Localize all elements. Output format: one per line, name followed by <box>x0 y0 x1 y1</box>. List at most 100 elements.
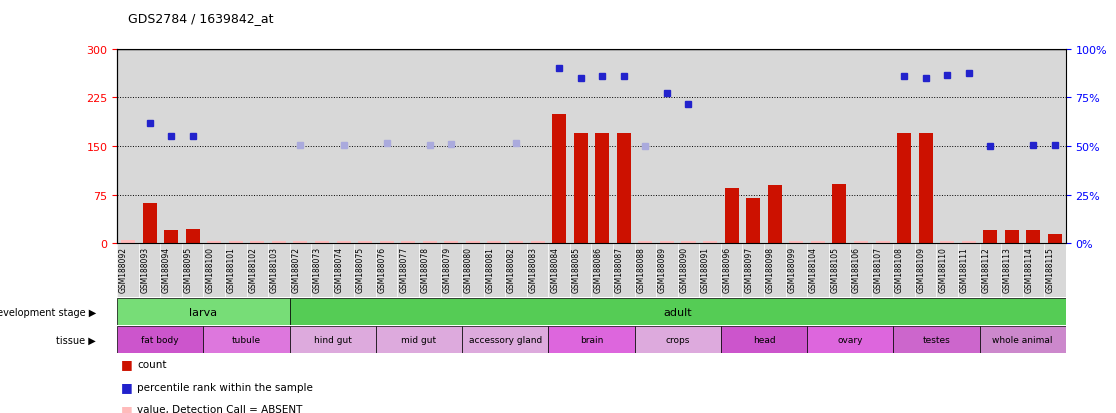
Bar <box>617 134 631 244</box>
Text: ■: ■ <box>121 357 133 370</box>
Bar <box>876 241 889 244</box>
Text: ovary: ovary <box>837 336 863 344</box>
Bar <box>376 327 462 354</box>
Bar <box>854 241 868 244</box>
Bar <box>379 241 394 244</box>
Bar <box>444 241 459 244</box>
Text: larva: larva <box>190 307 218 317</box>
Text: tubule: tubule <box>232 336 261 344</box>
Text: brain: brain <box>580 336 603 344</box>
Text: GSM188114: GSM188114 <box>1024 246 1033 292</box>
Text: adult: adult <box>663 307 692 317</box>
Bar <box>1048 235 1062 244</box>
Text: GSM188082: GSM188082 <box>507 246 516 292</box>
Bar <box>229 241 243 244</box>
Text: GSM188090: GSM188090 <box>680 246 689 292</box>
Text: GSM188084: GSM188084 <box>550 246 559 292</box>
Text: accessory gland: accessory gland <box>469 336 542 344</box>
Bar <box>807 327 893 354</box>
Text: tissue ▶: tissue ▶ <box>56 335 96 345</box>
Bar <box>635 327 721 354</box>
Text: crops: crops <box>665 336 690 344</box>
Text: GSM188094: GSM188094 <box>162 246 171 292</box>
Text: GSM188072: GSM188072 <box>291 246 300 292</box>
Text: GSM188099: GSM188099 <box>787 246 797 292</box>
Text: GSM188112: GSM188112 <box>981 246 990 292</box>
Text: GSM188097: GSM188097 <box>744 246 753 292</box>
Text: GSM188096: GSM188096 <box>723 246 732 292</box>
Text: GSM188074: GSM188074 <box>335 246 344 292</box>
Bar <box>682 241 695 244</box>
Text: head: head <box>752 336 776 344</box>
Text: mid gut: mid gut <box>402 336 436 344</box>
Text: GSM188087: GSM188087 <box>615 246 624 292</box>
Text: GSM188091: GSM188091 <box>701 246 710 292</box>
Text: count: count <box>137 359 166 369</box>
Text: GSM188095: GSM188095 <box>184 246 193 292</box>
Bar <box>117 299 290 325</box>
Text: GSM188075: GSM188075 <box>356 246 365 292</box>
Bar <box>315 241 329 244</box>
Bar <box>721 327 807 354</box>
Text: GSM188113: GSM188113 <box>1003 246 1012 292</box>
Text: GSM188100: GSM188100 <box>205 246 214 292</box>
Text: ■: ■ <box>121 380 133 393</box>
Text: GSM188108: GSM188108 <box>895 246 904 292</box>
Bar <box>918 134 933 244</box>
Bar <box>272 241 286 244</box>
Bar <box>980 327 1066 354</box>
Bar <box>962 241 975 244</box>
Bar <box>574 134 588 244</box>
Text: GSM188098: GSM188098 <box>766 246 775 292</box>
Text: GSM188107: GSM188107 <box>874 246 883 292</box>
Text: GSM188111: GSM188111 <box>960 246 969 292</box>
Bar <box>789 241 804 244</box>
Bar <box>893 327 980 354</box>
Text: hind gut: hind gut <box>314 336 352 344</box>
Text: GSM188080: GSM188080 <box>464 246 473 292</box>
Bar <box>185 230 200 244</box>
Bar <box>703 241 718 244</box>
Bar <box>423 241 436 244</box>
Text: GSM188078: GSM188078 <box>421 246 430 292</box>
Text: GSM188115: GSM188115 <box>1046 246 1055 292</box>
Text: whole animal: whole animal <box>992 336 1052 344</box>
Bar <box>164 231 179 244</box>
Bar <box>143 204 156 244</box>
Bar <box>117 327 203 354</box>
Bar <box>203 327 290 354</box>
Text: GSM188085: GSM188085 <box>571 246 580 292</box>
Bar <box>983 231 998 244</box>
Bar <box>402 241 415 244</box>
Bar <box>509 241 523 244</box>
Bar <box>940 241 954 244</box>
Text: percentile rank within the sample: percentile rank within the sample <box>137 382 314 392</box>
Bar <box>465 241 480 244</box>
Bar <box>294 241 307 244</box>
Bar <box>250 241 264 244</box>
Text: GSM188088: GSM188088 <box>636 246 645 292</box>
Bar <box>488 241 501 244</box>
Bar <box>595 134 609 244</box>
Bar <box>290 299 1066 325</box>
Text: GSM188109: GSM188109 <box>916 246 925 292</box>
Bar <box>208 241 221 244</box>
Text: development stage ▶: development stage ▶ <box>0 307 96 317</box>
Text: GSM188073: GSM188073 <box>312 246 323 292</box>
Bar <box>638 241 653 244</box>
Bar <box>724 189 739 244</box>
Text: GSM188106: GSM188106 <box>852 246 860 292</box>
Bar <box>811 241 825 244</box>
Bar <box>462 327 548 354</box>
Bar <box>337 241 350 244</box>
Text: GSM188092: GSM188092 <box>119 246 128 292</box>
Text: value, Detection Call = ABSENT: value, Detection Call = ABSENT <box>137 404 302 413</box>
Bar <box>552 114 566 244</box>
Text: GSM188105: GSM188105 <box>830 246 839 292</box>
Text: ■: ■ <box>121 403 133 413</box>
Text: GSM188076: GSM188076 <box>377 246 386 292</box>
Bar <box>358 241 372 244</box>
Text: GSM188102: GSM188102 <box>249 246 258 292</box>
Text: GDS2784 / 1639842_at: GDS2784 / 1639842_at <box>128 12 273 25</box>
Bar <box>530 241 545 244</box>
